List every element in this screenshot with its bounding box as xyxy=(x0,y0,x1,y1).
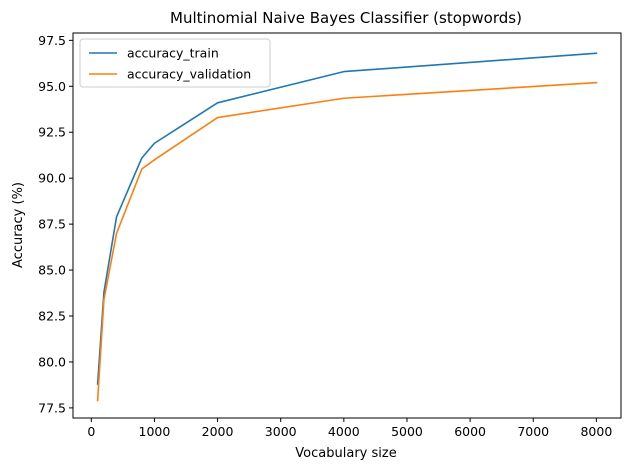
y-tick-label: 82.5 xyxy=(38,309,66,324)
series-line-accuracy-validation xyxy=(96,81,598,402)
y-tick-label: 97.5 xyxy=(38,33,66,48)
y-tick-label: 80.0 xyxy=(38,354,66,369)
y-tick-label: 77.5 xyxy=(38,400,66,415)
x-tick-label: 1000 xyxy=(139,424,171,439)
x-tick-label: 7000 xyxy=(517,424,549,439)
x-tick-label: 3000 xyxy=(265,424,297,439)
y-tick-label: 87.5 xyxy=(38,217,66,232)
plot-area: 0 1000 2000 3000 4000 5000 6000 7000 8000 77.5 80.… xyxy=(38,32,622,439)
y-tick-label: 92.5 xyxy=(38,125,66,140)
chart-title: Multinomial Naive Bayes Classifier (stop… xyxy=(170,9,522,27)
x-tick-label: 8000 xyxy=(580,424,612,439)
x-tick-label: 5000 xyxy=(391,424,423,439)
legend: accuracy_train accuracy_validation xyxy=(79,38,271,88)
plot-frame xyxy=(72,32,622,419)
x-axis-label: Vocabulary size xyxy=(295,446,396,461)
series-line-accuracy-train xyxy=(96,52,598,385)
x-tick-label: 2000 xyxy=(202,424,234,439)
y-tick-label: 95.0 xyxy=(38,79,66,94)
legend-label: accuracy_validation xyxy=(127,67,251,82)
y-tick-label: 85.0 xyxy=(38,263,66,278)
legend-box xyxy=(79,38,271,88)
y-axis-label: Accuracy (%) xyxy=(11,182,26,268)
x-tick-label: 0 xyxy=(87,424,95,439)
x-tick-label: 6000 xyxy=(454,424,486,439)
legend-label: accuracy_train xyxy=(127,46,219,61)
x-tick-label: 4000 xyxy=(328,424,360,439)
y-tick-label: 90.0 xyxy=(38,171,66,186)
